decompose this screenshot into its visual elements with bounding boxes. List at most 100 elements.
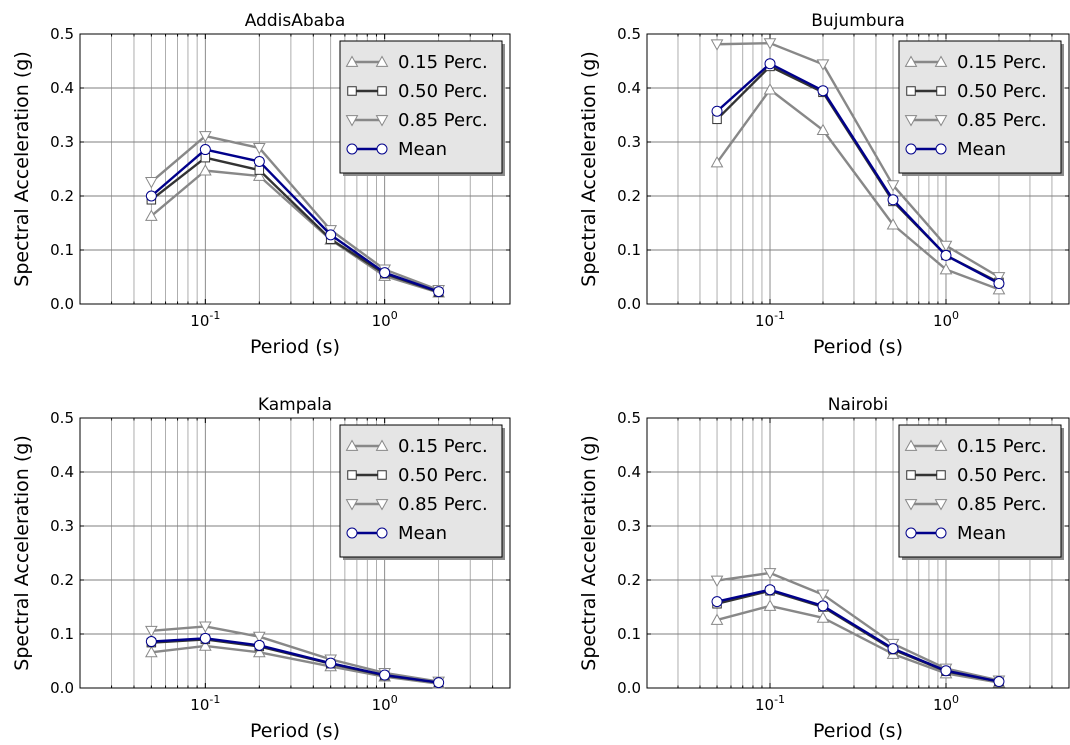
series-mean	[145, 632, 445, 689]
series-line	[150, 169, 439, 294]
legend-marker	[377, 470, 387, 480]
data-point	[993, 277, 1005, 289]
data-point	[198, 131, 212, 143]
y-tick-label: 0.3	[617, 517, 641, 535]
legend-label: 0.15 Perc.	[398, 52, 488, 73]
data-point	[763, 599, 777, 611]
legend-entry: Mean	[346, 523, 447, 544]
legend-marker	[904, 115, 918, 127]
data-point	[886, 180, 900, 192]
x-tick-label: 100	[933, 693, 959, 714]
legend-marker	[376, 527, 388, 539]
legend-marker	[934, 499, 948, 511]
legend-marker	[375, 115, 389, 127]
legend-label: 0.85 Perc.	[398, 110, 488, 131]
legend-marker	[345, 115, 359, 127]
legend-marker	[936, 86, 946, 96]
series-mean	[711, 584, 1005, 688]
legend-label: 0.50 Perc.	[398, 81, 488, 102]
series-line	[150, 134, 440, 292]
legend-marker	[375, 439, 389, 451]
x-tick-exponent: -1	[209, 693, 220, 706]
data-point	[145, 636, 157, 648]
legend-marker	[936, 470, 946, 480]
y-tick-label: 0.2	[50, 571, 74, 589]
data-point	[145, 625, 158, 638]
y-tick-label: 0.0	[617, 679, 641, 697]
legend-entry: 0.85 Perc.	[345, 494, 488, 515]
y-tick-label: 0.5	[617, 25, 641, 43]
legend-marker	[375, 499, 389, 511]
series-mean	[711, 58, 1005, 289]
data-point	[763, 568, 777, 580]
y-axis-label: Spectral Acceleration (g)	[11, 435, 33, 670]
data-point	[145, 177, 158, 189]
data-point	[939, 262, 953, 275]
x-tick-exponent: 0	[391, 693, 398, 706]
y-tick-label: 0.5	[50, 409, 74, 427]
data-point	[940, 249, 952, 261]
legend-marker	[934, 55, 948, 67]
data-point	[993, 676, 1005, 688]
y-tick-label: 0.2	[617, 571, 641, 589]
axes-frame	[646, 417, 1070, 689]
legend-label: 0.50 Perc.	[398, 465, 488, 486]
data-point	[252, 631, 266, 644]
data-point	[710, 39, 724, 51]
data-point	[710, 575, 724, 588]
x-axis-label: Period (s)	[813, 720, 903, 742]
series-mean	[145, 144, 445, 298]
legend: 0.15 Perc. 0.50 Perc. 0.85 Perc. Mean	[898, 40, 1064, 176]
legend-marker	[905, 527, 917, 539]
x-tick-base: 10	[372, 696, 391, 714]
y-tick-label: 0.2	[617, 187, 641, 205]
data-point	[145, 645, 158, 658]
legend-entry: 0.85 Perc.	[904, 110, 1047, 131]
data-point	[199, 632, 211, 644]
legend-marker	[347, 86, 357, 96]
legend-marker	[935, 527, 947, 539]
legend-label: 0.85 Perc.	[957, 494, 1047, 515]
series-line	[716, 588, 1000, 683]
legend-label: 0.85 Perc.	[398, 494, 488, 515]
legend-marker	[345, 499, 359, 511]
data-point	[379, 267, 391, 279]
data-point	[992, 272, 1006, 284]
legend-label: 0.15 Perc.	[957, 436, 1047, 457]
series-0-85-perc	[710, 38, 1006, 284]
legend-label: 0.15 Perc.	[398, 436, 488, 457]
legend-label: Mean	[398, 523, 447, 544]
legend-marker	[906, 86, 916, 96]
series-line	[151, 625, 439, 683]
panel-title: Nairobi	[828, 395, 888, 415]
legend-marker	[934, 439, 948, 451]
legend-label: 0.15 Perc.	[957, 52, 1047, 73]
y-tick-label: 0.0	[617, 295, 641, 313]
y-tick-label: 0.4	[50, 79, 74, 97]
data-point	[887, 643, 899, 655]
axes-frame	[646, 33, 1070, 305]
legend-entry: 0.50 Perc.	[906, 465, 1047, 486]
x-tick-base: 10	[190, 696, 209, 714]
series-line	[716, 88, 1000, 291]
panel-title: Bujumbura	[811, 11, 904, 31]
legend-marker	[347, 470, 357, 480]
data-point	[199, 144, 211, 156]
series-0-15-perc	[710, 83, 1006, 295]
data-point	[816, 611, 830, 623]
legend-entry: Mean	[905, 523, 1006, 544]
y-tick-label: 0.2	[50, 187, 74, 205]
legend-marker	[376, 143, 388, 155]
y-tick-label: 0.4	[617, 463, 641, 481]
series-line	[717, 41, 1000, 279]
legend-marker	[345, 55, 359, 67]
legend-label: 0.50 Perc.	[957, 81, 1047, 102]
legend: 0.15 Perc. 0.50 Perc. 0.85 Perc. Mean	[898, 424, 1064, 560]
legend-marker	[904, 499, 918, 511]
y-tick-label: 0.5	[50, 25, 74, 43]
series-line	[716, 604, 1000, 684]
y-tick-label: 0.5	[617, 409, 641, 427]
